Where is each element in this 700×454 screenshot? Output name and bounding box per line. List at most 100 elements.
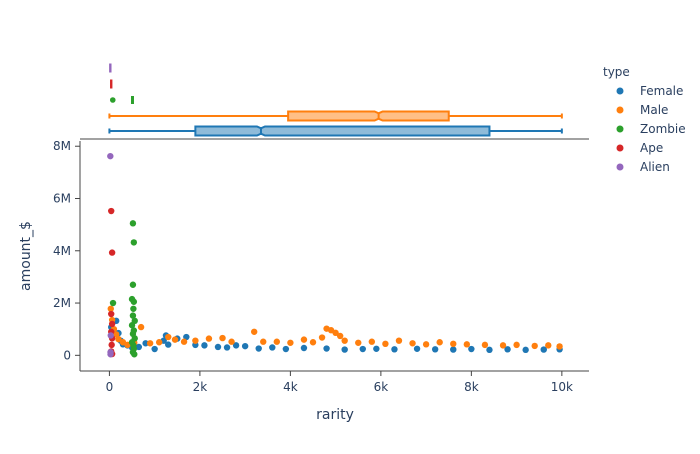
x-tick-label: 4k bbox=[283, 380, 298, 394]
data-point bbox=[130, 239, 138, 246]
box-body bbox=[287, 110, 450, 122]
data-point bbox=[171, 336, 179, 343]
data-point bbox=[359, 345, 366, 353]
data-point bbox=[228, 338, 235, 345]
series-alien bbox=[107, 152, 114, 358]
x-tick-label: 2k bbox=[193, 380, 208, 394]
data-point bbox=[131, 351, 138, 358]
data-point bbox=[201, 342, 208, 349]
y-tick-label: 6M bbox=[53, 192, 71, 206]
legend-label: Ape bbox=[640, 141, 663, 155]
data-point bbox=[109, 299, 117, 307]
legend-marker bbox=[616, 106, 624, 114]
data-point bbox=[422, 341, 430, 348]
data-point bbox=[436, 339, 443, 346]
y-axis-ticks: 0 2M 4M 6M 8M bbox=[53, 139, 80, 362]
data-point bbox=[499, 342, 507, 349]
data-point bbox=[395, 337, 403, 344]
data-point bbox=[413, 345, 421, 352]
data-point bbox=[255, 345, 262, 352]
legend-label: Female bbox=[640, 84, 683, 98]
data-point bbox=[108, 320, 116, 328]
data-point bbox=[513, 341, 520, 349]
data-point bbox=[219, 334, 226, 342]
data-point bbox=[142, 340, 149, 347]
box-body bbox=[109, 63, 112, 73]
legend-label: Zombie bbox=[640, 122, 686, 136]
data-point bbox=[391, 346, 398, 353]
legend-marker bbox=[616, 125, 624, 133]
data-point bbox=[205, 335, 213, 342]
data-point bbox=[463, 341, 471, 348]
data-point bbox=[556, 343, 563, 350]
data-point bbox=[129, 312, 137, 319]
y-tick-label: 2M bbox=[53, 296, 71, 310]
data-point bbox=[309, 339, 317, 346]
data-point bbox=[282, 345, 290, 353]
series-zombie bbox=[109, 220, 138, 358]
box-alien bbox=[109, 63, 112, 73]
legend-label: Alien bbox=[640, 160, 670, 174]
data-point bbox=[146, 340, 154, 347]
data-point bbox=[107, 152, 114, 160]
data-point bbox=[192, 337, 199, 344]
data-point bbox=[165, 333, 172, 341]
data-point bbox=[382, 340, 389, 348]
x-tick-label: 6k bbox=[374, 380, 389, 394]
data-point bbox=[318, 334, 326, 341]
data-point bbox=[250, 328, 258, 335]
legend-marker bbox=[616, 163, 624, 171]
data-point bbox=[223, 344, 231, 351]
data-point bbox=[135, 343, 143, 351]
data-point bbox=[115, 335, 122, 343]
legend-item-zombie: Zombie bbox=[616, 122, 686, 136]
data-point bbox=[129, 220, 137, 227]
data-point bbox=[486, 346, 493, 354]
data-point bbox=[180, 338, 188, 345]
data-point bbox=[300, 336, 308, 343]
data-point bbox=[341, 346, 348, 353]
box-body bbox=[110, 79, 113, 89]
box-female bbox=[108, 125, 563, 137]
data-point bbox=[531, 342, 538, 350]
data-point bbox=[108, 310, 115, 318]
legend-item-male: Male bbox=[616, 103, 668, 117]
y-axis-label: amount_$ bbox=[18, 221, 34, 291]
x-tick-label: 0 bbox=[106, 380, 114, 394]
box-body bbox=[130, 96, 134, 104]
data-point bbox=[481, 341, 489, 349]
data-point bbox=[214, 343, 222, 351]
data-point bbox=[545, 342, 552, 349]
data-point bbox=[137, 323, 145, 331]
marginal-box-plot bbox=[108, 63, 563, 137]
data-point bbox=[287, 339, 294, 346]
data-point bbox=[450, 346, 457, 353]
legend-item-alien: Alien bbox=[616, 160, 670, 174]
scatter-plot-area bbox=[107, 152, 563, 358]
data-point bbox=[107, 305, 114, 312]
box-ape bbox=[110, 79, 113, 89]
data-point bbox=[260, 338, 267, 345]
data-point bbox=[373, 345, 380, 352]
legend-item-female: Female bbox=[616, 84, 683, 98]
data-point bbox=[450, 340, 457, 348]
data-point bbox=[336, 332, 344, 340]
x-tick-label: 10k bbox=[551, 380, 573, 394]
x-axis-label: rarity bbox=[316, 407, 354, 423]
y-tick-label: 0 bbox=[63, 348, 71, 362]
legend-item-ape: Ape bbox=[616, 141, 663, 155]
data-point bbox=[341, 337, 348, 344]
y-tick-label: 8M bbox=[53, 139, 71, 153]
legend: type Female Male Zombie Ape Alien bbox=[603, 65, 686, 174]
data-point bbox=[130, 305, 137, 312]
data-point bbox=[540, 346, 547, 353]
data-point bbox=[504, 346, 511, 353]
box-male bbox=[108, 110, 563, 122]
data-point bbox=[241, 342, 249, 350]
data-point bbox=[468, 345, 475, 353]
legend-title: type bbox=[603, 65, 630, 79]
series-male bbox=[107, 305, 563, 350]
x-axis-ticks: 0 2k 4k 6k 8k 10k bbox=[106, 371, 573, 394]
